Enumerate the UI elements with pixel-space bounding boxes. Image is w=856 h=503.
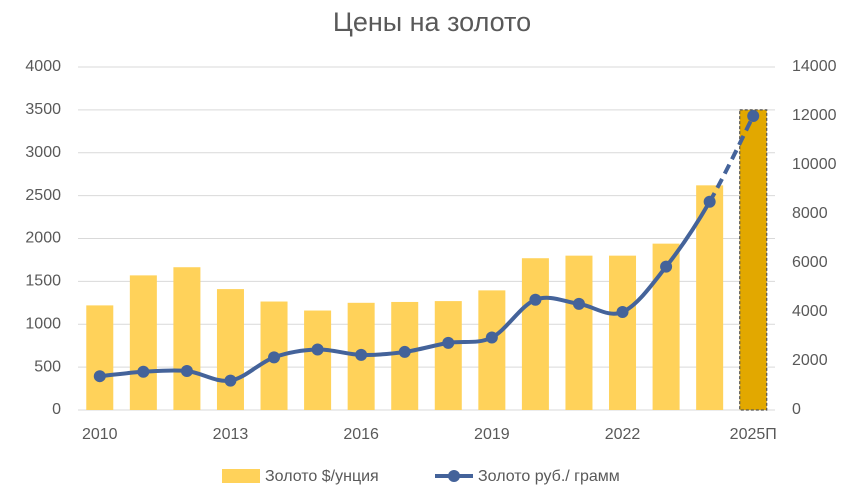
point xyxy=(703,195,716,208)
bar xyxy=(86,305,114,410)
x-tick-label: 2019 xyxy=(474,426,510,443)
chart-title: Цены на золото xyxy=(333,7,531,37)
x-tick-label: 2016 xyxy=(343,426,379,443)
point xyxy=(572,297,585,310)
bar xyxy=(434,301,462,410)
line-segment xyxy=(664,200,712,268)
point xyxy=(137,365,150,378)
x-tick-label: 2010 xyxy=(82,426,118,443)
x-tick-label: 2022 xyxy=(605,426,641,443)
point xyxy=(180,365,193,378)
y-tick-label: 500 xyxy=(34,358,61,375)
y-tick-label: 0 xyxy=(52,401,61,418)
bar xyxy=(216,289,244,410)
legend-swatch xyxy=(448,470,460,482)
point xyxy=(224,374,237,387)
y2-tick-label: 8000 xyxy=(792,205,828,222)
y2-tick-label: 0 xyxy=(792,401,801,418)
bar xyxy=(565,255,593,410)
y-tick-label: 2000 xyxy=(25,230,61,247)
point xyxy=(311,343,324,356)
y2-tick-label: 4000 xyxy=(792,303,828,320)
point xyxy=(398,345,411,358)
bar xyxy=(521,258,549,410)
y-tick-label: 1500 xyxy=(25,273,61,290)
y2-tick-label: 12000 xyxy=(792,107,837,124)
point xyxy=(616,306,629,318)
point xyxy=(660,260,673,273)
bar xyxy=(478,290,506,410)
y2-tick-label: 6000 xyxy=(792,254,828,271)
point xyxy=(485,331,498,344)
point xyxy=(747,110,760,122)
y2-tick-label: 14000 xyxy=(792,58,837,75)
bar xyxy=(304,310,332,410)
y-tick-label: 1000 xyxy=(25,315,61,332)
y-tick-label: 2500 xyxy=(25,187,61,204)
y2-tick-label: 10000 xyxy=(792,156,837,173)
y-tick-label: 4000 xyxy=(25,58,61,75)
point xyxy=(93,370,106,383)
y-tick-label: 3000 xyxy=(25,144,61,161)
point xyxy=(355,348,368,361)
x-tick-label: 2025П xyxy=(730,426,777,443)
bar xyxy=(173,267,201,410)
legend-label: Золото $/унция xyxy=(265,468,379,485)
y2-tick-label: 2000 xyxy=(792,352,828,369)
point xyxy=(268,351,281,364)
line-segment xyxy=(143,368,188,374)
legend-swatch xyxy=(222,469,260,483)
legend-label: Золото руб./ грамм xyxy=(478,468,620,485)
line-segment xyxy=(707,115,756,203)
bar xyxy=(609,255,637,410)
y-tick-label: 3500 xyxy=(25,101,61,118)
point xyxy=(529,293,542,306)
x-tick-label: 2013 xyxy=(213,426,249,443)
bar xyxy=(129,275,157,410)
point xyxy=(442,336,455,349)
bar xyxy=(696,185,724,410)
bar xyxy=(739,109,768,411)
